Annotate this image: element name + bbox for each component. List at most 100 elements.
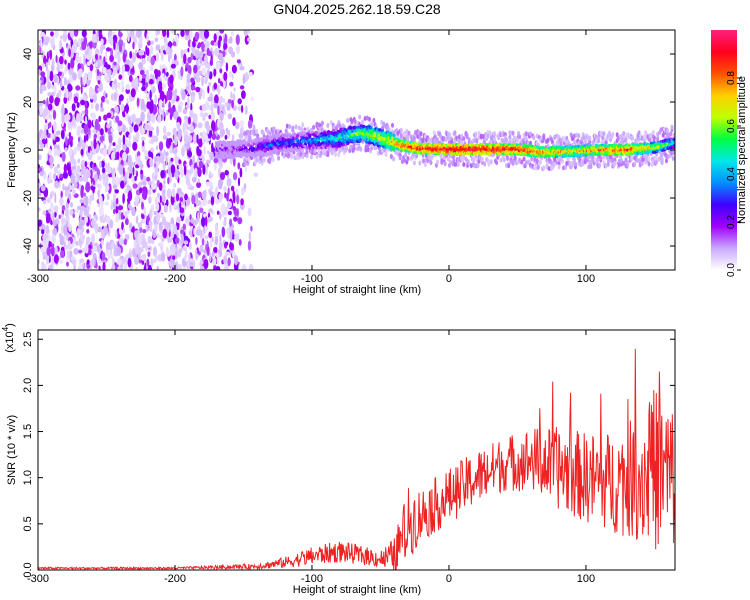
spectrogram-cell — [214, 236, 218, 245]
spectrogram-cell — [105, 162, 108, 173]
spectrogram-cell — [70, 202, 73, 208]
spectrogram-cell — [118, 74, 123, 80]
spectrogram-cell — [187, 64, 192, 76]
spectrogram-cell — [220, 203, 226, 213]
spectrogram-cell — [223, 42, 228, 51]
spectrogram-cell — [234, 233, 240, 242]
spectrogram-cell — [208, 208, 213, 214]
spectrogram-cell — [219, 68, 223, 74]
spectrogram-cell — [136, 230, 140, 235]
spectrogram-cell — [135, 201, 139, 207]
spectrogram-cell — [203, 249, 207, 254]
spectrogram-cell — [59, 80, 63, 88]
spectrogram-cell — [106, 167, 112, 175]
spectrogram-cell — [116, 197, 119, 205]
spectrogram-cell — [161, 64, 167, 69]
spectrogram-cell — [74, 208, 79, 214]
spectrogram-cell — [159, 195, 162, 204]
spectrogram-cell — [489, 159, 493, 165]
spectrogram-cell — [167, 41, 173, 47]
spectrogram-cell — [423, 162, 427, 168]
spectrogram-cell — [190, 40, 193, 50]
spectrogram-cell — [118, 164, 124, 175]
spectrogram-cell — [65, 244, 68, 250]
spectrogram-cell — [123, 238, 128, 246]
spectrogram-cell — [204, 46, 207, 53]
spectrogram-cell — [68, 48, 71, 57]
spectrogram-cell — [197, 42, 202, 48]
spectrogram-cell — [508, 134, 512, 140]
spectrogram-cell — [119, 44, 122, 53]
spectrogram-cell — [132, 135, 135, 144]
spectrogram-cell — [109, 54, 114, 63]
spectrogram-cell — [107, 145, 112, 155]
spectrogram-cell — [211, 120, 216, 131]
spectrogram-cell — [154, 69, 159, 80]
spectrogram-cell — [407, 130, 411, 136]
spectrogram-cell — [218, 78, 221, 84]
spectrogram-cell — [179, 197, 184, 203]
spectrogram-cell — [80, 128, 84, 135]
spectrogram-cell — [53, 84, 57, 96]
spectrogram-cell — [218, 241, 223, 252]
spectrogram-cell — [97, 244, 101, 253]
spectrogram-cell — [72, 213, 76, 219]
spectrogram-cell — [115, 264, 118, 270]
spectrogram-cell — [165, 67, 168, 73]
spectrogram-cell — [637, 130, 641, 136]
spectrogram-cell — [150, 84, 153, 90]
spectrogram-cell — [112, 263, 116, 270]
spectrogram-cell — [84, 72, 88, 80]
spectrogram-cell — [159, 152, 165, 164]
spectrogram-cell — [217, 178, 223, 190]
spectrogram-cell — [95, 103, 100, 112]
spectrogram-cell — [54, 245, 58, 256]
spectrogram-cell — [45, 36, 50, 41]
spectrogram-cell — [198, 138, 203, 148]
spectrogram-cell — [105, 241, 110, 251]
spectrogram-cell — [208, 114, 211, 120]
spectrogram-cell — [202, 135, 205, 145]
spectrogram-cell — [436, 137, 439, 143]
spectrogram-cell — [46, 197, 51, 204]
spectrogram-cell — [43, 55, 47, 65]
spectrogram-cell — [241, 264, 247, 270]
spectrogram-cell — [92, 179, 96, 186]
spectrogram-cell — [557, 164, 561, 170]
spectrogram-cell — [116, 144, 121, 150]
spectrogram-cell — [67, 166, 72, 177]
spectrogram-cell — [168, 55, 171, 63]
spectrogram-cell — [599, 155, 603, 161]
spectrogram-cell — [68, 93, 71, 102]
spectrogram-cell — [54, 136, 60, 143]
spectrogram-cell — [50, 84, 54, 90]
spectrogram-cell — [141, 233, 145, 239]
spectrogram-cell — [71, 43, 77, 53]
spectrogram-cell — [180, 49, 184, 59]
spectrogram-cell — [43, 170, 47, 180]
spectrogram-cell — [312, 124, 316, 130]
spectrogram-cell — [186, 84, 189, 92]
spectrogram-cell — [201, 75, 204, 87]
spectrogram-cell — [193, 227, 196, 236]
spectrogram-cell — [239, 120, 244, 127]
spectrogram-cell — [243, 30, 248, 37]
spectrogram-cell — [273, 151, 277, 155]
spectrogram-cell — [192, 113, 198, 124]
spectrogram-cell — [204, 54, 208, 66]
spectrogram-cell — [48, 104, 52, 110]
spectrogram-cell — [91, 258, 95, 265]
spectrogram-cell — [123, 261, 128, 270]
spectrogram-cell — [507, 163, 511, 169]
spectrogram-cell — [55, 54, 58, 63]
spectrogram-cell — [156, 265, 159, 270]
spectrogram-cell — [76, 165, 81, 173]
spectrogram-cell — [56, 66, 60, 72]
spectrogram-cell — [215, 186, 219, 196]
spectrogram-cell — [202, 115, 206, 121]
spectrogram-cell — [68, 224, 72, 232]
spectrogram-cell — [78, 222, 82, 230]
spectrogram-cell — [480, 157, 484, 162]
spectrogram-cell — [120, 103, 125, 112]
spectrogram-cell — [58, 89, 62, 97]
